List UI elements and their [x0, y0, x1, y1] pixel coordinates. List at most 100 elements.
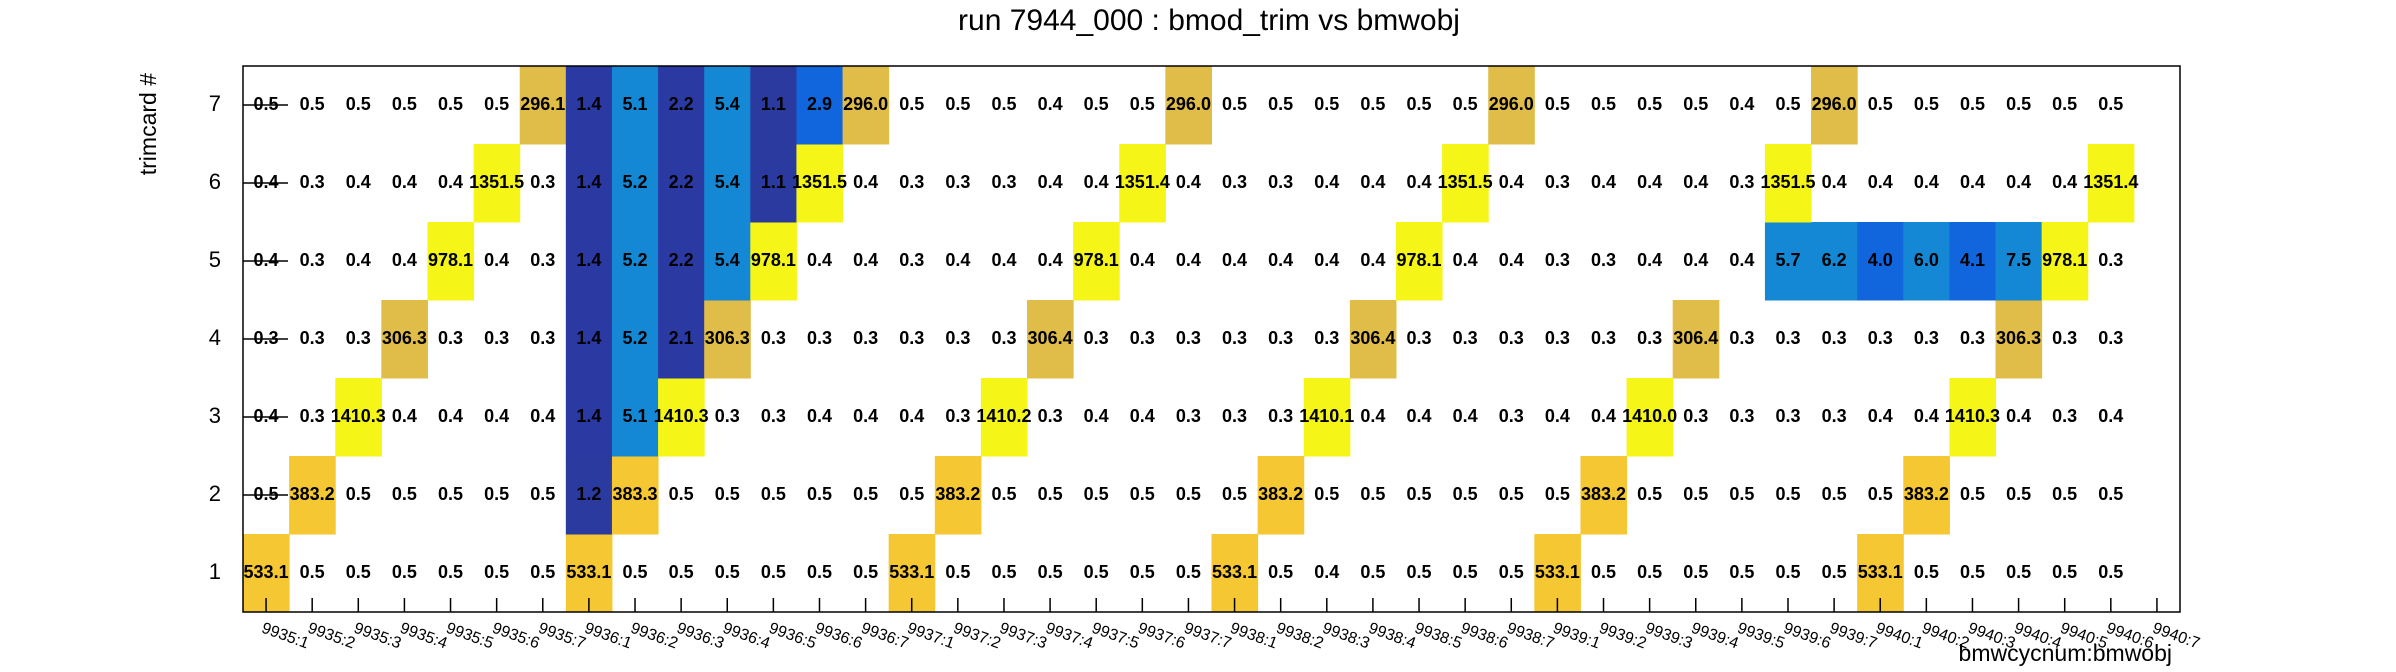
- x-tick-label: 9939:5: [1735, 620, 1787, 653]
- cell: [1580, 456, 1628, 535]
- cell-label: 0.4: [530, 406, 555, 426]
- cell-label: 0.4: [807, 250, 832, 270]
- cell-label: 0.4: [1591, 406, 1616, 426]
- cell-label: 0.5: [761, 484, 786, 504]
- cell-label: 0.3: [1729, 406, 1754, 426]
- cell-label: 0.5: [1591, 94, 1616, 114]
- cell-label: 0.4: [1130, 406, 1155, 426]
- cell-label: 0.3: [1222, 406, 1247, 426]
- cell-label: 0.5: [622, 562, 647, 582]
- y-tick-label: 7: [209, 91, 221, 116]
- cell-label: 0.3: [254, 328, 279, 348]
- cell-label: 1351.4: [2083, 172, 2138, 192]
- cell: [796, 144, 844, 223]
- cell-label: 0.3: [2098, 328, 2123, 348]
- x-tick-label: 9939:7: [1827, 620, 1879, 653]
- cell-label: 2.2: [669, 250, 694, 270]
- cell-label: 0.5: [1176, 484, 1201, 504]
- cell-label: 0.3: [1960, 328, 1985, 348]
- cell-label: 0.3: [1822, 328, 1847, 348]
- cell-label: 5.4: [715, 94, 740, 114]
- x-tick-label: 9938:3: [1320, 620, 1372, 653]
- cell: [565, 456, 613, 535]
- y-tick-label: 6: [209, 169, 221, 194]
- cell-label: 0.5: [1637, 484, 1662, 504]
- cell: [658, 300, 705, 379]
- cell-label: 0.3: [530, 328, 555, 348]
- cell-label: 0.4: [2052, 172, 2077, 192]
- cell-label: 0.4: [1960, 172, 1985, 192]
- cell-label: 0.4: [1868, 172, 1893, 192]
- cell-label: 0.4: [1637, 250, 1662, 270]
- cell-label: 0.3: [1683, 406, 1708, 426]
- cell-label: 2.9: [807, 94, 832, 114]
- cell-label: 2.2: [669, 172, 694, 192]
- cell-label: 0.5: [1729, 484, 1754, 504]
- cell-label: 978.1: [1074, 250, 1119, 270]
- cell-label: 306.4: [1350, 328, 1395, 348]
- cell-label: 0.3: [346, 328, 371, 348]
- cell-label: 0.3: [1268, 328, 1293, 348]
- cell-label: 0.5: [300, 562, 325, 582]
- cell-label: 0.4: [1130, 250, 1155, 270]
- cell-label: 0.3: [1130, 328, 1155, 348]
- cell-label: 0.3: [899, 172, 924, 192]
- cell-label: 383.2: [1904, 484, 1949, 504]
- cell-label: 0.3: [1729, 328, 1754, 348]
- cell-label: 0.3: [945, 406, 970, 426]
- cell-label: 0.3: [530, 250, 555, 270]
- cell: [1949, 222, 1997, 301]
- cell-label: 383.2: [1258, 484, 1303, 504]
- cell-label: 0.5: [484, 94, 509, 114]
- cell-label: 5.1: [622, 94, 647, 114]
- y-tick-label: 1: [209, 559, 221, 584]
- cell-label: 0.3: [1407, 328, 1432, 348]
- cell-label: 0.3: [1775, 406, 1800, 426]
- cell-label: 1.4: [576, 250, 601, 270]
- cell-label: 1.1: [761, 172, 786, 192]
- cell-label: 0.5: [392, 94, 417, 114]
- cell-label: 0.4: [1360, 172, 1385, 192]
- cell-label: 0.3: [853, 328, 878, 348]
- cell-label: 0.4: [945, 250, 970, 270]
- cell: [427, 222, 475, 301]
- cell: [1488, 66, 1535, 145]
- cell-label: 0.5: [1314, 94, 1339, 114]
- cell-label: 0.5: [1822, 484, 1847, 504]
- cell-label: 296.0: [1166, 94, 1211, 114]
- cell-label: 0.3: [991, 172, 1016, 192]
- cell-label: 5.4: [715, 250, 740, 270]
- cell-label: 0.4: [1499, 172, 1524, 192]
- cell-label: 383.2: [1581, 484, 1626, 504]
- cell-label: 0.4: [1499, 250, 1524, 270]
- cell-label: 0.5: [1360, 484, 1385, 504]
- x-axis-title: bmwcycnum:bmwobj: [1959, 640, 2172, 666]
- cell-label: 1.1: [761, 94, 786, 114]
- cell-label: 1.4: [576, 172, 601, 192]
- cell-label: 0.4: [392, 172, 417, 192]
- cell-label: 0.4: [1453, 250, 1478, 270]
- cell-label: 0.5: [1775, 94, 1800, 114]
- cell-label: 0.3: [1499, 406, 1524, 426]
- cell-label: 0.3: [1499, 328, 1524, 348]
- cell-label: 0.4: [1314, 250, 1339, 270]
- cell-label: 0.5: [1084, 562, 1109, 582]
- cell-label: 1351.5: [469, 172, 524, 192]
- cell: [565, 144, 613, 223]
- x-tick-label: 9937:6: [1136, 620, 1188, 653]
- cell-label: 306.3: [382, 328, 427, 348]
- cell: [565, 222, 613, 301]
- cell-label: 0.5: [853, 562, 878, 582]
- x-tick-label: 9935:1: [259, 620, 311, 653]
- cell-label: 0.3: [1453, 328, 1478, 348]
- cell-label: 0.5: [1453, 94, 1478, 114]
- cell-label: 1410.3: [1945, 406, 2000, 426]
- cell-label: 0.4: [1314, 172, 1339, 192]
- cell: [1811, 66, 1858, 145]
- x-tick-label: 9937:2: [951, 620, 1003, 653]
- cell-label: 0.5: [1453, 484, 1478, 504]
- cell-label: 0.5: [945, 562, 970, 582]
- cell-label: 0.5: [1960, 94, 1985, 114]
- cell-label: 0.4: [1914, 172, 1939, 192]
- cell-label: 0.5: [254, 484, 279, 504]
